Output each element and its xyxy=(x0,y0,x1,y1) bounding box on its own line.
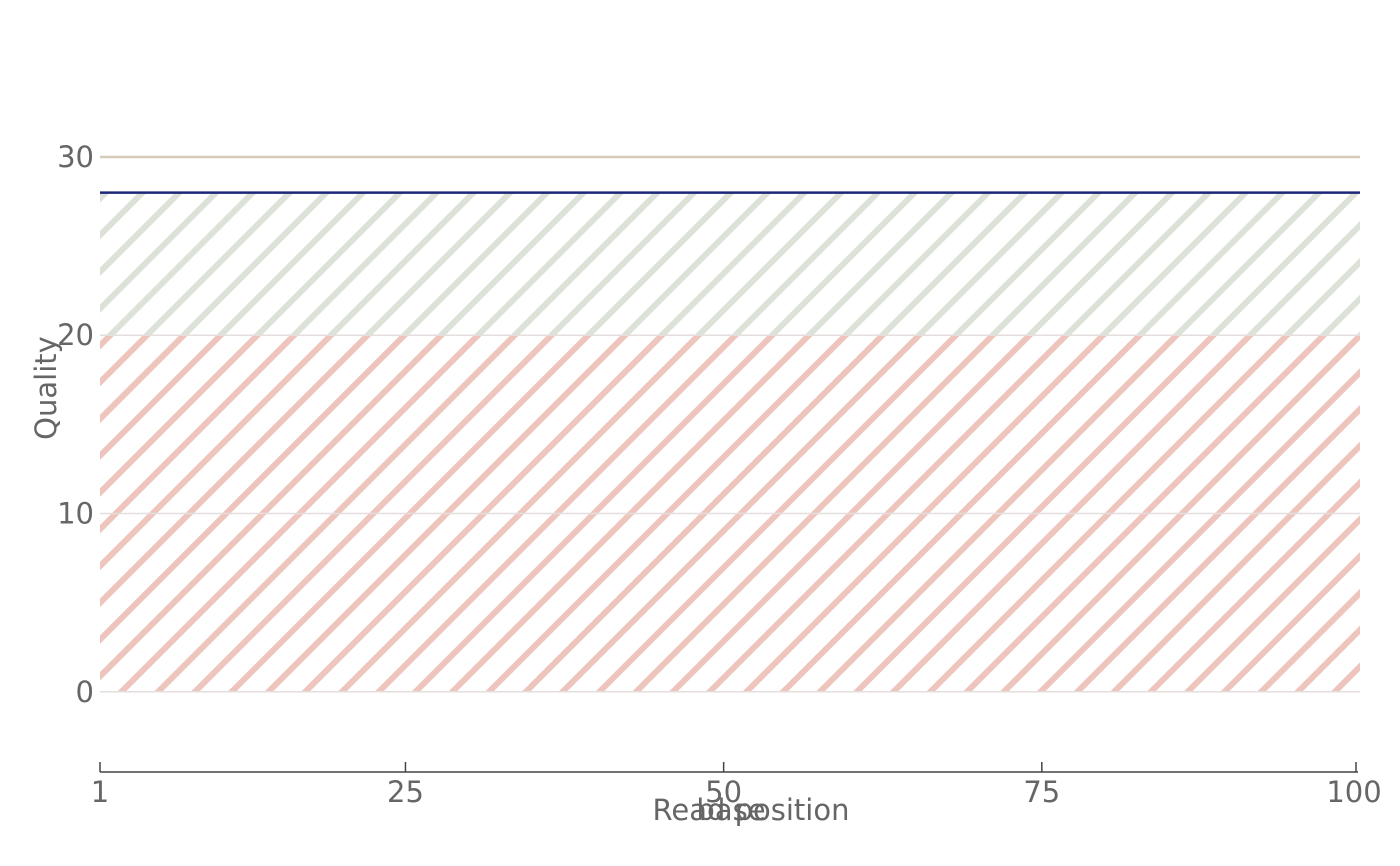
y-tick-label: 10 xyxy=(57,497,94,531)
y-tick-label: 30 xyxy=(57,140,94,174)
grid-lines xyxy=(100,334,1360,693)
x-axis: 1 25 50 75 100 xyxy=(91,762,1382,809)
y-axis: 0 10 20 30 xyxy=(57,140,94,709)
threshold-band xyxy=(100,192,1360,336)
x-tick-label: 25 xyxy=(387,775,424,809)
x-axis-title-overlay: base xyxy=(696,793,765,827)
x-tick-label: 75 xyxy=(1023,775,1060,809)
y-axis-title: Quality xyxy=(29,336,63,440)
x-tick-label: 1 xyxy=(91,775,109,809)
threshold-bands xyxy=(100,192,1360,692)
x-tick-label: 50 xyxy=(705,775,742,809)
x-axis-title: Read position xyxy=(653,793,850,827)
y-tick-label: 20 xyxy=(57,318,94,352)
y-tick-label: 0 xyxy=(76,675,94,709)
x-tick-label: 100 xyxy=(1326,775,1381,809)
